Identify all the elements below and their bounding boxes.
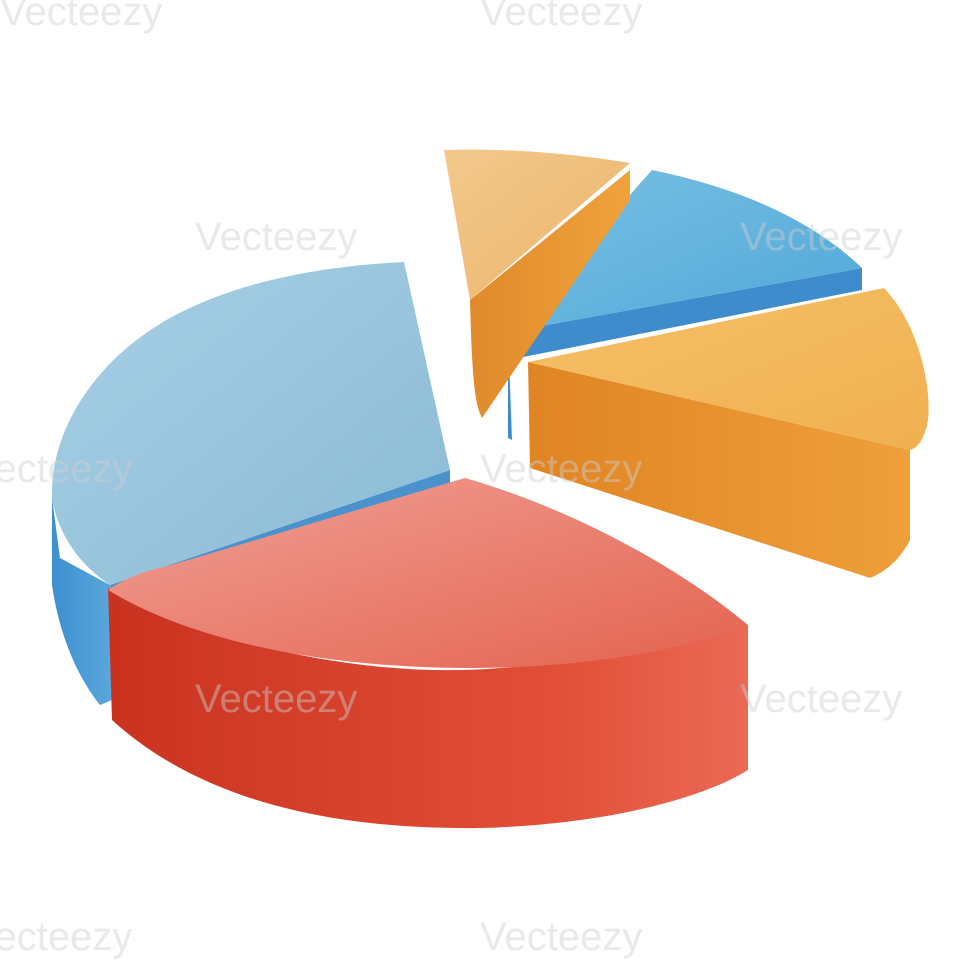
pie-slice-light-orange (444, 149, 630, 418)
watermark-text: Vecteezy (195, 215, 357, 259)
slice-top (444, 149, 630, 300)
slice-top (528, 288, 929, 450)
watermark-text: Vecteezy (0, 915, 132, 959)
watermark-text: Vecteezy (740, 215, 902, 259)
watermark-text: Vecteezy (0, 0, 162, 34)
watermark-text: Vecteezy (740, 677, 902, 721)
pie-slice-orange (528, 288, 929, 578)
watermark-text: Vecteezy (480, 0, 642, 34)
slice-side (508, 268, 862, 440)
pie-slice-red (108, 478, 748, 829)
slice-side (52, 498, 112, 705)
slice-side (528, 362, 910, 578)
watermark-text: Vecteezy (480, 447, 642, 491)
slice-top (51, 262, 450, 585)
watermark-layer: Vecteezy Vecteezy Vecteezy Vecteezy Vect… (0, 0, 902, 959)
watermark-text: Vecteezy (0, 447, 132, 491)
pie-slice-sky-blue (508, 170, 862, 440)
slice-top (508, 170, 862, 332)
slice-side (470, 170, 630, 418)
slice-top (108, 478, 748, 668)
watermark-text: Vecteezy (480, 915, 642, 959)
watermark-text: Vecteezy (195, 677, 357, 721)
